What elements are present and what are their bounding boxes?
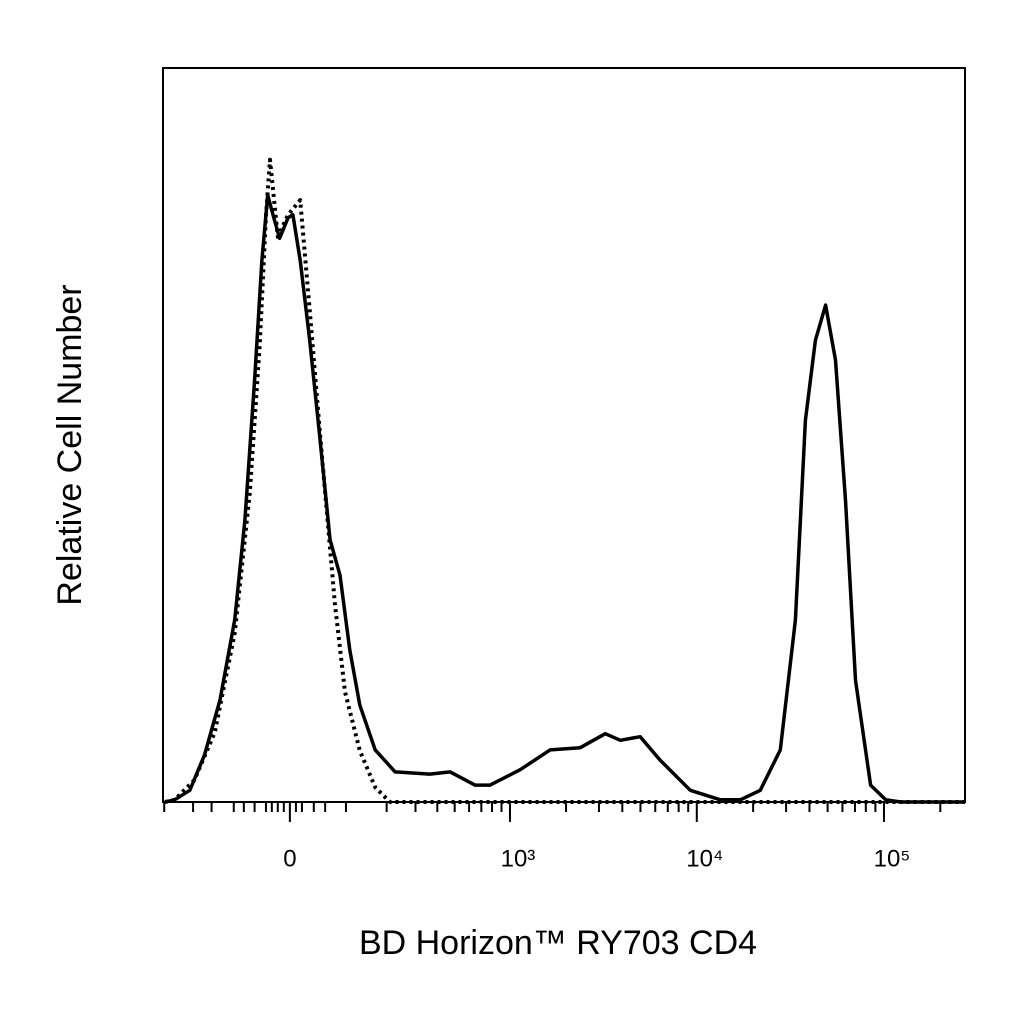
histogram-curve <box>164 193 965 804</box>
y-axis-label: Relative Cell Number <box>51 284 89 605</box>
x-tick-label: 10³ <box>501 845 536 872</box>
x-tick-label: 10⁵ <box>874 845 911 872</box>
x-tick-label: 10⁴ <box>686 845 723 872</box>
histogram-curve <box>164 157 965 804</box>
plot-frame <box>162 67 966 803</box>
x-tick-label: 0 <box>283 845 296 872</box>
x-axis-label: BD Horizon™ RY703 CD4 <box>359 924 757 962</box>
